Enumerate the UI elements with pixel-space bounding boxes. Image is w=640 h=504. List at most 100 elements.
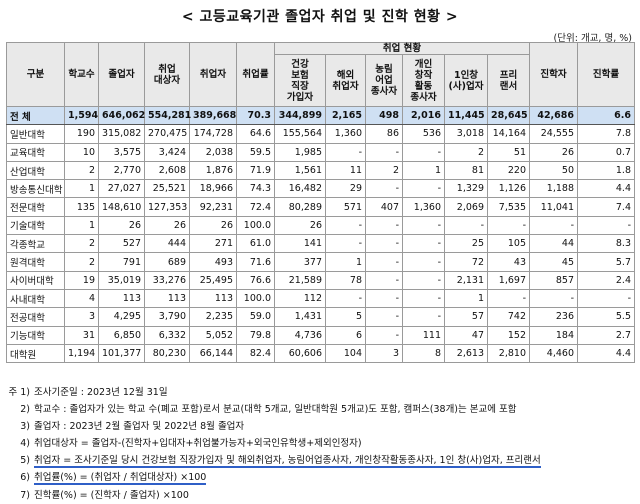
cell-one: 25 — [444, 234, 488, 254]
footnote-number: 2) — [20, 404, 30, 416]
table-row: 산업대학 2 2,770 2,608 1,876 71.9 1,561 11 2 1 81 220 50… — [6, 160, 635, 181]
cell-health: 155,564 — [274, 124, 326, 144]
cell-graduates: 3,575 — [98, 142, 145, 162]
cell-creative: 8 — [402, 343, 445, 364]
cell-rate: 59.0 — [236, 307, 275, 327]
cell-schools: 19 — [64, 270, 99, 290]
cell-advrate: 5.7 — [577, 252, 635, 272]
header-category: 구분 — [6, 42, 65, 107]
cell-overseas: - — [325, 234, 366, 254]
cell-schools: 1 — [64, 215, 99, 236]
cell-adv: 44 — [529, 234, 578, 254]
cell-schools: 2 — [64, 234, 99, 254]
cell-target: 444 — [144, 234, 190, 254]
header-one-person: 1인창 (사)업자 — [444, 54, 488, 107]
cell-rate: 74.3 — [236, 179, 275, 199]
header-health-ins: 건강 보험 직장 가입자 — [274, 54, 326, 107]
cell-graduates: 27,027 — [98, 179, 145, 199]
cell-agri: - — [365, 270, 403, 290]
cell-name: 원격대학 — [6, 252, 65, 272]
cell-overseas: 11 — [325, 160, 366, 181]
cell-one: 2,069 — [444, 197, 488, 217]
header-graduates: 졸업자 — [98, 42, 145, 107]
table-row: 각종학교 2 527 444 271 61.0 141- - -25 105 44 8.3 — [6, 234, 635, 254]
header-employed: 취업자 — [189, 42, 237, 107]
total-row: 전 체 1,594 646,062 554,281 389,668 70.3 344,899… — [6, 105, 635, 126]
cell-employed: 25,495 — [189, 270, 237, 290]
cell-schools: 2 — [64, 160, 99, 181]
cell-agri: - — [365, 307, 403, 327]
cell-target: 270,475 — [144, 124, 190, 144]
header-emp-status: 취업 현황 — [274, 42, 530, 55]
header-emp-rate: 취업률 — [236, 42, 275, 107]
cell-graduates: 4,295 — [98, 307, 145, 327]
cell-agri: - — [365, 179, 403, 199]
cell-creative: 1 — [402, 160, 445, 181]
cell-creative: - — [402, 142, 445, 162]
cell-agri: - — [365, 142, 403, 162]
cell-creative: - — [402, 270, 445, 290]
cell-one: - — [444, 215, 488, 236]
table-row: 기술대학 1 26 26 26 100.0 26- - - - - - - — [6, 215, 635, 236]
cell-target: 25,521 — [144, 179, 190, 199]
cell-employed: 174,728 — [189, 124, 237, 144]
cell-name: 기술대학 — [6, 215, 65, 236]
cell-name: 각종학교 — [6, 234, 65, 254]
cell-overseas: 1,360 — [325, 124, 366, 144]
cell-target: 689 — [144, 252, 190, 272]
table-row: 일반대학 190 315,082 270,475 174,728 64.6 155,564 1… — [6, 124, 635, 144]
footnote-text: 조사기준일 : 2023년 12월 31일 — [34, 387, 168, 398]
cell-health: 377 — [274, 252, 326, 272]
cell-rate: 59.5 — [236, 142, 275, 162]
cell-creative: - — [402, 215, 445, 236]
employment-table: 구분 학교수 졸업자 취업 대상자 취업자 취업률 취업 현황 진학자 진학률 … — [6, 42, 635, 364]
cell-agri: - — [365, 215, 403, 236]
cell-health: 16,482 — [274, 179, 326, 199]
footnote: 4) 취업대상자 = 졸업자-(진학자+입대자+취업불가능자+외국인유학생+제외인… — [6, 435, 636, 452]
cell-health: 1,431 — [274, 307, 326, 327]
cell-one: 11,445 — [444, 105, 488, 126]
cell-creative: - — [402, 252, 445, 272]
cell-agri: 407 — [365, 197, 403, 217]
cell-one: 57 — [444, 307, 488, 327]
cell-employed: 271 — [189, 234, 237, 254]
cell-graduates: 35,019 — [98, 270, 145, 290]
cell-graduates: 527 — [98, 234, 145, 254]
cell-graduates: 148,610 — [98, 197, 145, 217]
cell-agri: - — [365, 234, 403, 254]
cell-name: 전공대학 — [6, 307, 65, 327]
table-row: 원격대학 2 791 689 493 71.6 377 1- -72 43 45 5.7 — [6, 252, 635, 272]
cell-health: 344,899 — [274, 105, 326, 126]
header-agri: 농림 어업 종사자 — [365, 54, 403, 107]
cell-free: - — [487, 288, 530, 309]
cell-one: 72 — [444, 252, 488, 272]
cell-free: 105 — [487, 234, 530, 254]
cell-one: 3,018 — [444, 124, 488, 144]
cell-graduates: 101,377 — [98, 343, 145, 364]
cell-adv: 45 — [529, 252, 578, 272]
cell-employed: 493 — [189, 252, 237, 272]
cell-overseas: 571 — [325, 197, 366, 217]
cell-creative: 1,360 — [402, 197, 445, 217]
footnote-number: 주 1) — [8, 387, 30, 398]
cell-advrate: - — [577, 215, 635, 236]
cell-health: 80,289 — [274, 197, 326, 217]
cell-one: 2,613 — [444, 343, 488, 364]
page-title: < 고등교육기관 졸업자 취업 및 진학 현황 > — [181, 9, 459, 25]
cell-one: 2,131 — [444, 270, 488, 290]
cell-health: 1,561 — [274, 160, 326, 181]
table-row: 방송통신대학 1 27,027 25,521 18,966 74.3 16,482 29- -1… — [6, 179, 635, 199]
cell-adv: 1,188 — [529, 179, 578, 199]
cell-adv: 24,555 — [529, 124, 578, 144]
cell-name: 사내대학 — [6, 288, 65, 309]
cell-name: 전문대학 — [6, 197, 65, 217]
cell-overseas: 29 — [325, 179, 366, 199]
header-overseas: 해외 취업자 — [325, 54, 366, 107]
cell-adv: 11,041 — [529, 197, 578, 217]
header-emp-target: 취업 대상자 — [144, 42, 190, 107]
cell-rate: 100.0 — [236, 288, 275, 309]
cell-agri: 86 — [365, 124, 403, 144]
footnote: 3) 졸업자 : 2023년 2월 졸업자 및 2022년 8월 졸업자 — [6, 418, 636, 435]
cell-free: 1,697 — [487, 270, 530, 290]
footnote-number: 6) — [20, 472, 30, 484]
